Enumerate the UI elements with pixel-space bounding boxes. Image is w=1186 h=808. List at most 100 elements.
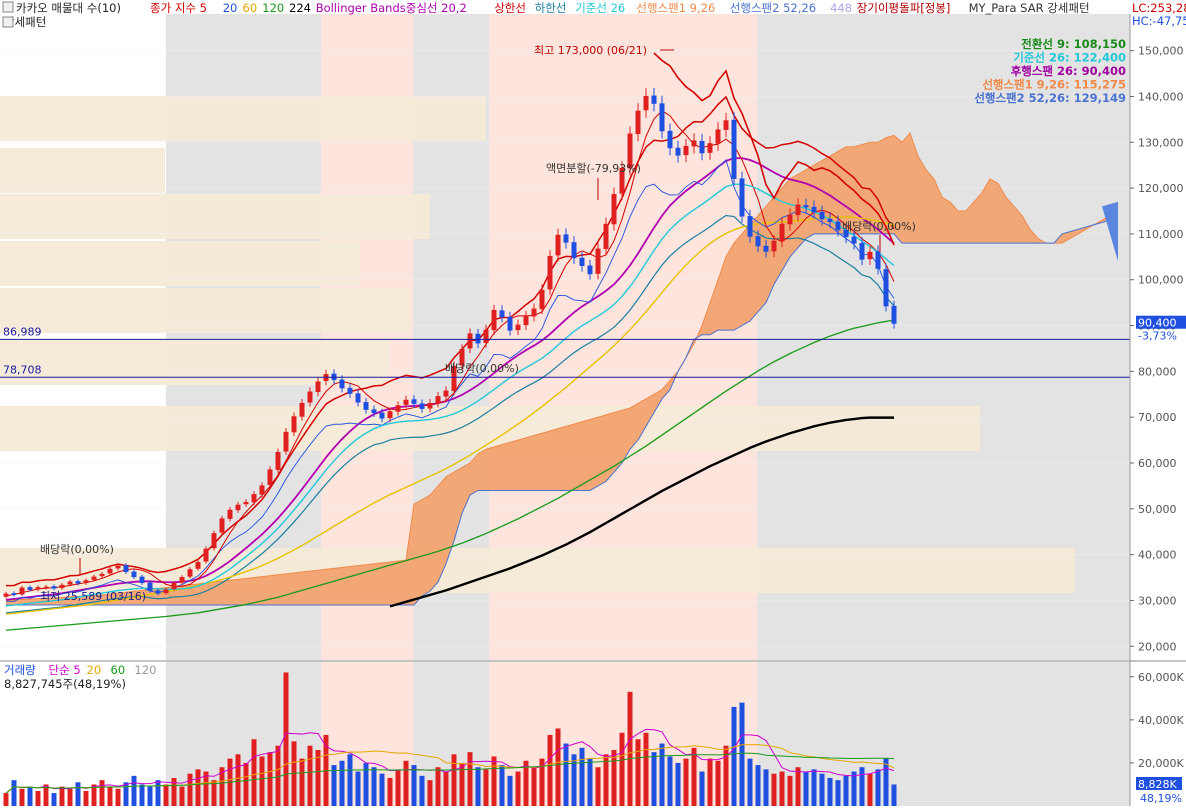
volume-bar [579,747,585,806]
volume-bar [35,790,41,806]
volume-bar [699,771,705,806]
volume-bar [643,732,649,806]
candle-body [163,589,169,594]
candle-body [699,140,705,154]
annotation-dividend-1: 배당락(0,00%) [40,543,114,556]
volume-bar [611,750,617,806]
window-restore-icon [2,16,14,28]
y-tick-label: 50,000 [1138,503,1177,516]
volume-bar [635,739,641,806]
volume-profile-bar [0,288,410,333]
volume-bar [387,778,393,806]
volume-bar [331,765,337,806]
candle-body [275,451,281,470]
candle-body [867,251,873,260]
candle-body [659,103,665,132]
volume-bar [715,760,721,806]
volume-bar [867,773,873,806]
candle-body [107,568,113,574]
candle-body [267,469,273,485]
candle-body [3,593,9,597]
candle-body [363,402,369,410]
volume-bar [267,752,273,806]
candle-body [123,565,129,573]
volume-bar [491,756,497,806]
volume-bar [507,775,513,806]
volume-current-pct: 48,19% [1140,792,1182,805]
volume-bar [851,771,857,806]
candle-body [547,255,553,290]
candle-body [347,387,353,394]
volume-bar [755,765,761,806]
candle-body [419,403,425,409]
candle-body [667,130,673,149]
volume-band [757,662,1130,806]
volume-bar [595,767,601,806]
volume-legend-0: 거래량 [4,663,36,677]
candle-body [443,390,449,397]
candle-body [131,571,137,578]
candle-body [75,581,81,584]
current-price-label: 90,400 [1138,317,1177,330]
ichimoku-info-1: 기준선 26: 122,400 [1013,51,1126,65]
legend-item-8: 기준선 26 [575,1,625,15]
candle-body [459,348,465,366]
candle-body [747,216,753,237]
candle-body [299,402,305,417]
legend-item-10: 선행스팬2 52,26 [730,1,816,15]
candle-body [531,308,537,317]
volume-bar [171,778,177,806]
volume-bar [819,773,825,806]
span2-line [6,217,1119,606]
candle-body [499,310,505,318]
volume-bar [603,754,609,806]
candle-body [803,205,809,208]
volume-bar [859,767,865,806]
candle-body [643,96,649,111]
candle-body [523,315,529,326]
volume-bar [339,760,345,806]
candle-body [731,119,737,179]
y-tick-label: 70,000 [1138,411,1177,424]
volume-bar [403,760,409,806]
price-axis-bg [1130,0,1186,808]
candle-body [619,167,625,194]
volume-bar [571,754,577,806]
volume-bar [83,790,89,806]
volume-bar [283,672,289,806]
candle-body [243,501,249,505]
volume-tick-label: 60,000K [1138,671,1184,684]
volume-bar [539,758,545,806]
y-tick-label: 40,000 [1138,549,1177,562]
volume-bar [475,767,481,806]
volume-bar [427,780,433,806]
candle-body [99,573,105,577]
volume-bar [891,784,897,806]
volume-bar [531,767,537,806]
ma5-line [5,110,895,597]
y-tick-label: 30,000 [1138,594,1177,607]
volume-legend-4: 120 [135,663,157,677]
volume-bar [547,734,553,806]
volume-bar [131,775,137,806]
candle-body [611,194,617,225]
y-tick-label: 110,000 [1138,228,1184,241]
candle-body [491,309,497,331]
candle-body [379,412,385,419]
candle-body [787,214,793,225]
volume-band [0,662,166,806]
y-tick-label: 80,000 [1138,365,1177,378]
volume-bar [627,691,633,806]
volume-bar [315,750,321,806]
candle-body [843,229,849,238]
volume-bar [299,758,305,806]
candle-body [651,95,657,104]
ichimoku-info-3: 선행스팬1 9,26: 115,275 [982,78,1126,92]
candle-body [779,223,785,242]
volume-bar [443,771,449,806]
level-label: 78,708 [3,363,42,376]
candle-body [467,333,473,349]
y-tick-label: 60,000 [1138,457,1177,470]
candle-body [43,586,49,588]
